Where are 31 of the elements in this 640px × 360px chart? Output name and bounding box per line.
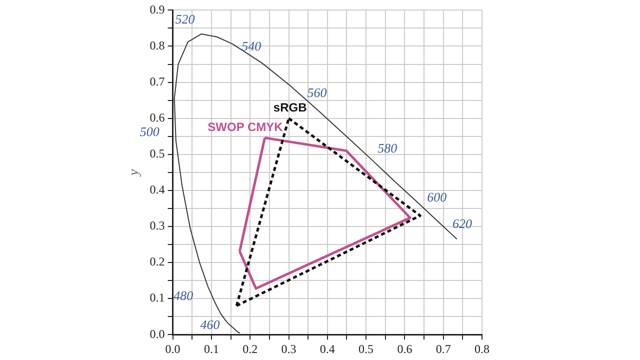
- annotation: 580: [378, 140, 398, 156]
- annotation: 600: [427, 189, 448, 204]
- annotation: 520: [175, 11, 196, 26]
- x-tick-label: 0.2: [242, 342, 258, 356]
- annotation: 620: [452, 216, 472, 231]
- y-tick-label: 0.5: [150, 146, 165, 161]
- x-tick-label: 0.1: [204, 342, 219, 356]
- annotation: 460: [200, 317, 220, 332]
- y-tick-label: 0.2: [150, 254, 165, 269]
- annotation: 500: [140, 124, 160, 139]
- y-tick-label: 0.0: [150, 326, 165, 341]
- annotation: 560: [307, 84, 328, 100]
- x-tick-label: 0.6: [397, 342, 412, 356]
- x-tick-label: 0.5: [358, 342, 374, 356]
- x-tick-label: 0.4: [320, 342, 335, 356]
- y-tick-label: 0.9: [150, 2, 165, 16]
- series-label: sRGB: [273, 100, 308, 115]
- y-tick-label: 0.8: [150, 38, 165, 52]
- annotation: 480: [174, 288, 194, 303]
- y-tick-label: 0.4: [150, 182, 165, 197]
- y-tick-label: 0.3: [150, 218, 165, 233]
- x-tick-label: 0.8: [474, 342, 490, 356]
- series-label: SWOP CMYK: [208, 120, 284, 134]
- y-tick-label: 0.7: [150, 74, 165, 88]
- y-tick-label: 0.6: [150, 110, 165, 124]
- x-tick-label: 0.0: [165, 342, 180, 356]
- x-tick-label: 0.7: [436, 342, 451, 356]
- x-tick-label: 0.3: [281, 342, 296, 356]
- annotation: 540: [242, 38, 262, 54]
- y-axis-title: y: [127, 168, 142, 178]
- y-tick-label: 0.1: [150, 290, 165, 305]
